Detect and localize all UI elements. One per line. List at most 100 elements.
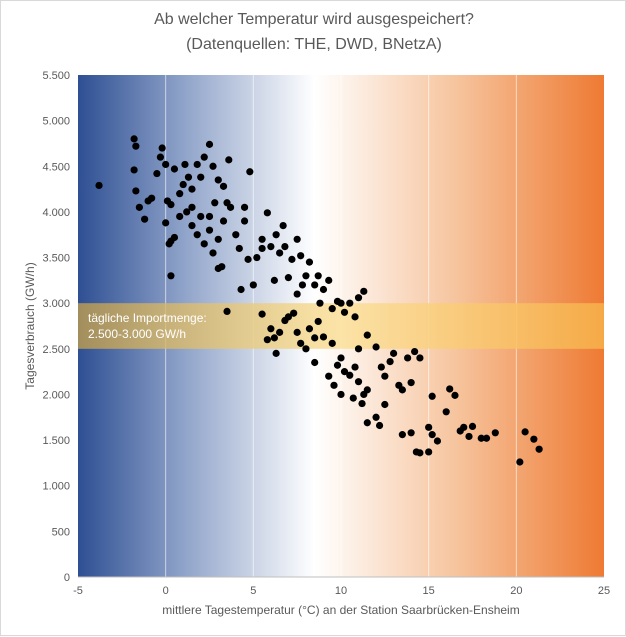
data-point: [219, 217, 228, 225]
data-point: [297, 252, 305, 260]
data-point: [404, 354, 412, 362]
data-point: [130, 166, 138, 174]
data-point: [170, 233, 179, 242]
data-point: [95, 181, 103, 190]
y-axis-ticks: 0 500 1.000 1.500 2.000 2.500 3.000 3.500 4.000 4…: [42, 70, 70, 584]
data-point: [363, 386, 371, 394]
data-point: [398, 386, 406, 394]
data-point: [337, 390, 345, 399]
data-point: [411, 347, 419, 356]
data-point: [314, 317, 322, 326]
data-point: [381, 400, 389, 409]
data-point: [330, 381, 338, 389]
data-points: [95, 135, 543, 466]
data-point: [276, 249, 284, 257]
data-point: [223, 307, 231, 315]
data-point: [170, 165, 179, 173]
data-point: [349, 394, 357, 402]
y-tick-label: 500: [52, 526, 70, 538]
data-point: [425, 423, 433, 431]
data-point: [290, 309, 298, 317]
import-band: [78, 303, 604, 349]
data-point: [209, 249, 217, 257]
data-point: [521, 428, 529, 436]
data-point: [293, 290, 301, 298]
data-point: [293, 235, 301, 243]
data-point: [325, 276, 333, 284]
data-point: [270, 334, 278, 342]
y-tick-label: 4.500: [42, 161, 70, 173]
data-point: [346, 371, 354, 379]
data-point: [305, 258, 314, 266]
data-point: [428, 431, 436, 439]
data-point: [302, 345, 310, 353]
data-point: [148, 194, 156, 202]
data-point: [360, 287, 368, 295]
data-point: [267, 242, 275, 251]
data-point: [416, 354, 424, 362]
data-point: [319, 333, 328, 341]
data-point: [377, 363, 385, 371]
data-point: [141, 215, 149, 223]
data-point: [258, 244, 266, 253]
data-point: [305, 325, 314, 333]
data-point: [219, 182, 228, 190]
y-tick-label: 3.000: [42, 298, 70, 310]
data-point: [298, 281, 307, 289]
y-tick-label: 5.000: [42, 116, 70, 128]
data-point: [416, 449, 424, 457]
data-point: [200, 240, 208, 248]
x-tick-label: 10: [335, 585, 347, 597]
data-point: [276, 328, 284, 336]
data-point: [465, 432, 473, 441]
data-point: [358, 399, 366, 408]
data-point: [249, 281, 257, 289]
y-tick-label: 0: [64, 572, 70, 584]
data-point: [372, 343, 380, 351]
data-point: [232, 231, 240, 239]
data-point: [214, 235, 222, 243]
data-point: [214, 176, 222, 184]
data-point: [240, 203, 249, 211]
chart-title: Ab welcher Temperatur wird ausgespeicher…: [154, 11, 474, 28]
data-point: [205, 212, 214, 221]
data-point: [333, 361, 342, 369]
data-point: [325, 372, 333, 380]
chart-subtitle: (Datenquellen: THE, DWD, BNetzA): [186, 36, 442, 53]
x-tick-label: 20: [510, 585, 522, 597]
data-point: [270, 276, 278, 284]
data-point: [209, 162, 217, 170]
data-point: [153, 169, 161, 178]
data-point: [319, 285, 328, 294]
data-point: [340, 308, 349, 316]
data-point: [284, 274, 292, 282]
data-point: [316, 299, 324, 307]
data-point: [491, 429, 499, 437]
data-point: [314, 272, 322, 280]
data-point: [381, 372, 389, 380]
data-point: [272, 231, 280, 239]
x-tick-label: -5: [73, 585, 83, 597]
data-point: [433, 437, 442, 445]
x-tick-label: 0: [163, 585, 169, 597]
data-point: [372, 413, 380, 421]
data-point: [288, 255, 296, 263]
data-point: [351, 363, 359, 371]
data-point: [188, 185, 196, 193]
x-tick-label: 5: [250, 585, 256, 597]
data-point: [272, 349, 280, 357]
data-point: [311, 281, 319, 289]
data-point: [375, 421, 384, 430]
data-point: [281, 242, 289, 251]
y-axis-title: Tagesverbrauch (GW/h): [23, 262, 37, 389]
y-tick-label: 1.000: [42, 481, 70, 493]
data-point: [197, 212, 205, 221]
data-point: [132, 187, 140, 195]
data-point: [214, 264, 222, 273]
data-point: [293, 328, 301, 336]
y-tick-label: 5.500: [42, 70, 70, 82]
data-point: [258, 310, 266, 318]
data-point: [235, 244, 243, 253]
data-point: [205, 226, 214, 234]
